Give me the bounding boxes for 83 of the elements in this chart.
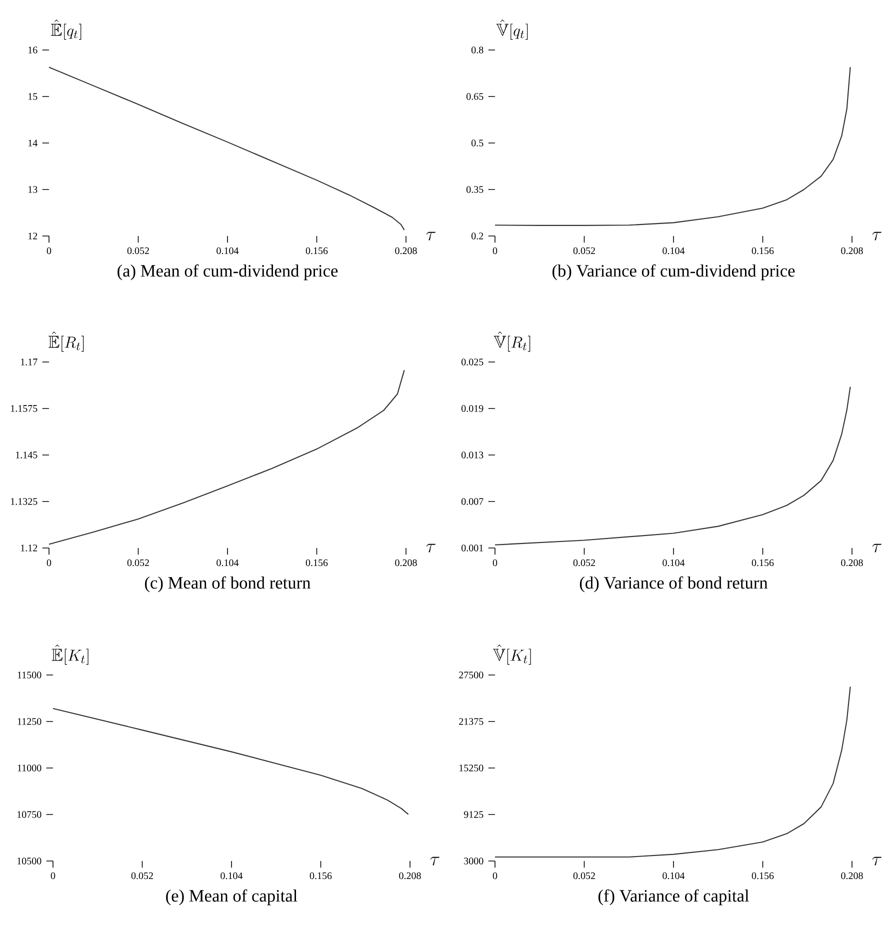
x-tick-label: 0.104	[216, 559, 239, 566]
line-series	[48, 66, 405, 230]
x-tick-label: 0	[50, 872, 56, 880]
x-tick-label: 0.104	[220, 872, 243, 880]
y-tick-label: 0.65	[466, 93, 484, 100]
x-tick-label: 0.052	[131, 872, 153, 880]
x-tick-label: 0.052	[127, 247, 149, 254]
y-axis-title: $\hat{\mathbb{E}}[q_t]$	[50, 20, 82, 40]
x-tick-label: 0.208	[399, 872, 421, 880]
y-axis-title: $\hat{\mathbb{V}}[K_t]$	[493, 644, 531, 665]
text: (d) Variance of bond return	[580, 576, 768, 592]
x-tick-label: 0.156	[752, 559, 774, 566]
y-tick-label: 1.12	[21, 544, 38, 552]
y-tick-label: 1.1575	[11, 405, 38, 412]
x-axis-title: $\tau$	[872, 232, 882, 240]
x-tick-label: 0.208	[841, 872, 863, 880]
line-series	[494, 66, 851, 226]
y-tick-label: 16	[28, 46, 38, 54]
y-tick-label: 1.145	[16, 452, 38, 458]
x-tick-label: 0.156	[306, 559, 328, 566]
x-axis-title: $\tau$	[426, 544, 436, 552]
y-tick-label: 0.019	[462, 405, 484, 412]
y-tick-label: 14	[28, 140, 38, 146]
y-tick-label: 0.8	[472, 46, 484, 54]
x-tick-label: 0.052	[573, 872, 595, 880]
text: (b) Variance of cum-dividend price	[552, 264, 795, 280]
y-tick-label: 15	[28, 93, 38, 100]
y-tick-label: 15250	[460, 764, 484, 772]
y-tick-label: 0.007	[462, 498, 484, 505]
y-tick-label: 9125	[464, 811, 484, 818]
x-tick-label: 0.208	[841, 559, 863, 566]
x-tick-label: 0	[46, 559, 52, 566]
y-tick-label: 1.1325	[11, 498, 38, 505]
y-axis-title: $\hat{\mathbb{V}}[R_t]$	[494, 332, 530, 352]
x-axis-title: $\tau$	[426, 232, 436, 240]
y-tick-label: 11000	[18, 764, 42, 772]
x-tick-label: 0.052	[127, 559, 149, 566]
y-tick-label: 13	[28, 186, 38, 193]
y-tick-label: 11250	[18, 718, 42, 725]
x-tick-label: 0.104	[662, 247, 685, 254]
y-tick-label: 27500	[459, 672, 484, 678]
y-axis-title: $\hat{\mathbb{V}}[q_t]$	[496, 20, 528, 40]
y-tick-label: 11500	[18, 672, 42, 678]
y-tick-label: 0.2	[472, 232, 484, 240]
y-tick-label: 1.17	[21, 358, 38, 366]
x-tick-label: 0.156	[310, 872, 332, 880]
y-tick-label: 0.35	[466, 186, 484, 193]
x-tick-label: 0.156	[306, 247, 328, 254]
x-tick-label: 0.104	[662, 872, 685, 880]
y-tick-label: 0.013	[462, 452, 484, 458]
line-series	[494, 386, 851, 546]
text: (f) Variance of capital	[598, 889, 749, 906]
line-series	[52, 708, 409, 815]
x-tick-label: 0.104	[216, 247, 239, 254]
line-series	[48, 370, 405, 545]
y-tick-label: 0.001	[462, 544, 484, 552]
y-axis-title: $\hat{\mathbb{E}}[R_t]$	[48, 332, 84, 352]
y-tick-label: 10500	[18, 858, 42, 864]
text: (c) Mean of bond return	[144, 576, 311, 592]
x-tick-label: 0	[492, 559, 498, 566]
x-tick-label: 0	[492, 872, 498, 880]
x-tick-label: 0.208	[395, 559, 417, 566]
y-tick-label: 0.5	[472, 140, 484, 146]
y-axis-title: $\hat{\mathbb{E}}[K_t]$	[52, 644, 88, 665]
x-axis-title: $\tau$	[430, 856, 440, 866]
x-tick-label: 0	[46, 247, 52, 254]
x-axis-title: $\tau$	[872, 856, 882, 866]
x-axis-title: $\tau$	[872, 544, 882, 552]
x-tick-label: 0.156	[752, 247, 774, 254]
x-tick-label: 0.156	[752, 872, 774, 880]
x-tick-label: 0.052	[573, 559, 595, 566]
y-tick-label: 3000	[464, 858, 484, 864]
y-tick-label: 0.025	[462, 358, 484, 366]
x-tick-label: 0.104	[662, 559, 685, 566]
text: (e) Mean of capital	[166, 889, 298, 906]
text: (a) Mean of cum-dividend price	[118, 264, 338, 280]
x-tick-label: 0.052	[573, 247, 595, 254]
x-tick-label: 0	[492, 247, 498, 254]
y-tick-label: 12	[28, 232, 38, 240]
x-tick-label: 0.208	[841, 247, 863, 254]
y-tick-label: 10750	[18, 811, 42, 818]
y-tick-label: 21375	[459, 718, 484, 725]
x-tick-label: 0.208	[395, 247, 417, 254]
